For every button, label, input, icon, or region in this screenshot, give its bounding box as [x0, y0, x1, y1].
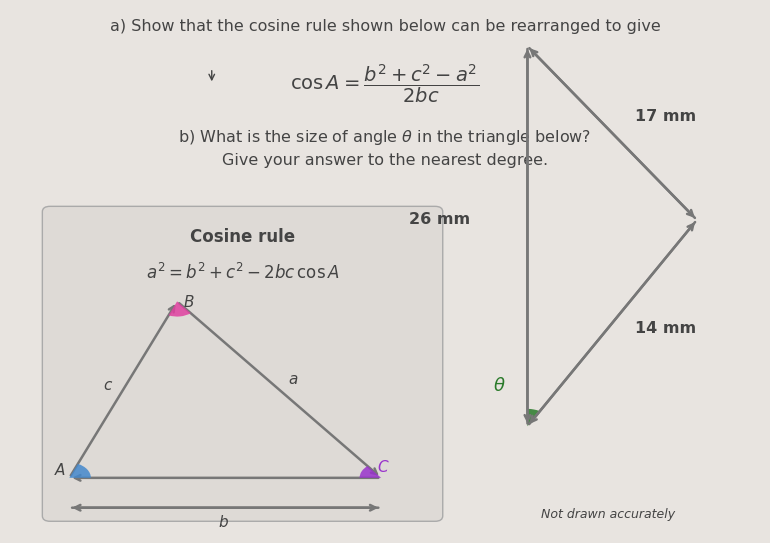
- Wedge shape: [69, 464, 91, 478]
- Text: $C$: $C$: [377, 459, 390, 476]
- Text: $\cos A = \dfrac{b^2 + c^2 - a^2}{2bc}$: $\cos A = \dfrac{b^2 + c^2 - a^2}{2bc}$: [290, 62, 480, 105]
- Text: $a$: $a$: [288, 372, 299, 387]
- Text: 26 mm: 26 mm: [409, 212, 470, 228]
- Text: Not drawn accurately: Not drawn accurately: [541, 508, 675, 521]
- Wedge shape: [360, 466, 381, 478]
- Text: $a^2 = b^2 + c^2 - 2bc\,\cos A$: $a^2 = b^2 + c^2 - 2bc\,\cos A$: [146, 263, 340, 283]
- Wedge shape: [169, 301, 191, 317]
- Text: $\theta$: $\theta$: [493, 377, 505, 395]
- Text: 17 mm: 17 mm: [635, 109, 696, 124]
- Text: b) What is the size of angle $\theta$ in the triangle below?: b) What is the size of angle $\theta$ in…: [179, 128, 591, 147]
- Text: Cosine rule: Cosine rule: [190, 228, 295, 246]
- Text: a) Show that the cosine rule shown below can be rearranged to give: a) Show that the cosine rule shown below…: [109, 19, 661, 34]
- Text: 14 mm: 14 mm: [635, 321, 696, 336]
- Text: $A$: $A$: [54, 462, 66, 478]
- Text: Give your answer to the nearest degree.: Give your answer to the nearest degree.: [222, 153, 548, 168]
- Text: $c$: $c$: [103, 377, 113, 393]
- Text: $B$: $B$: [183, 294, 195, 310]
- FancyBboxPatch shape: [42, 206, 443, 521]
- Text: $b$: $b$: [217, 514, 229, 530]
- Wedge shape: [527, 409, 540, 426]
